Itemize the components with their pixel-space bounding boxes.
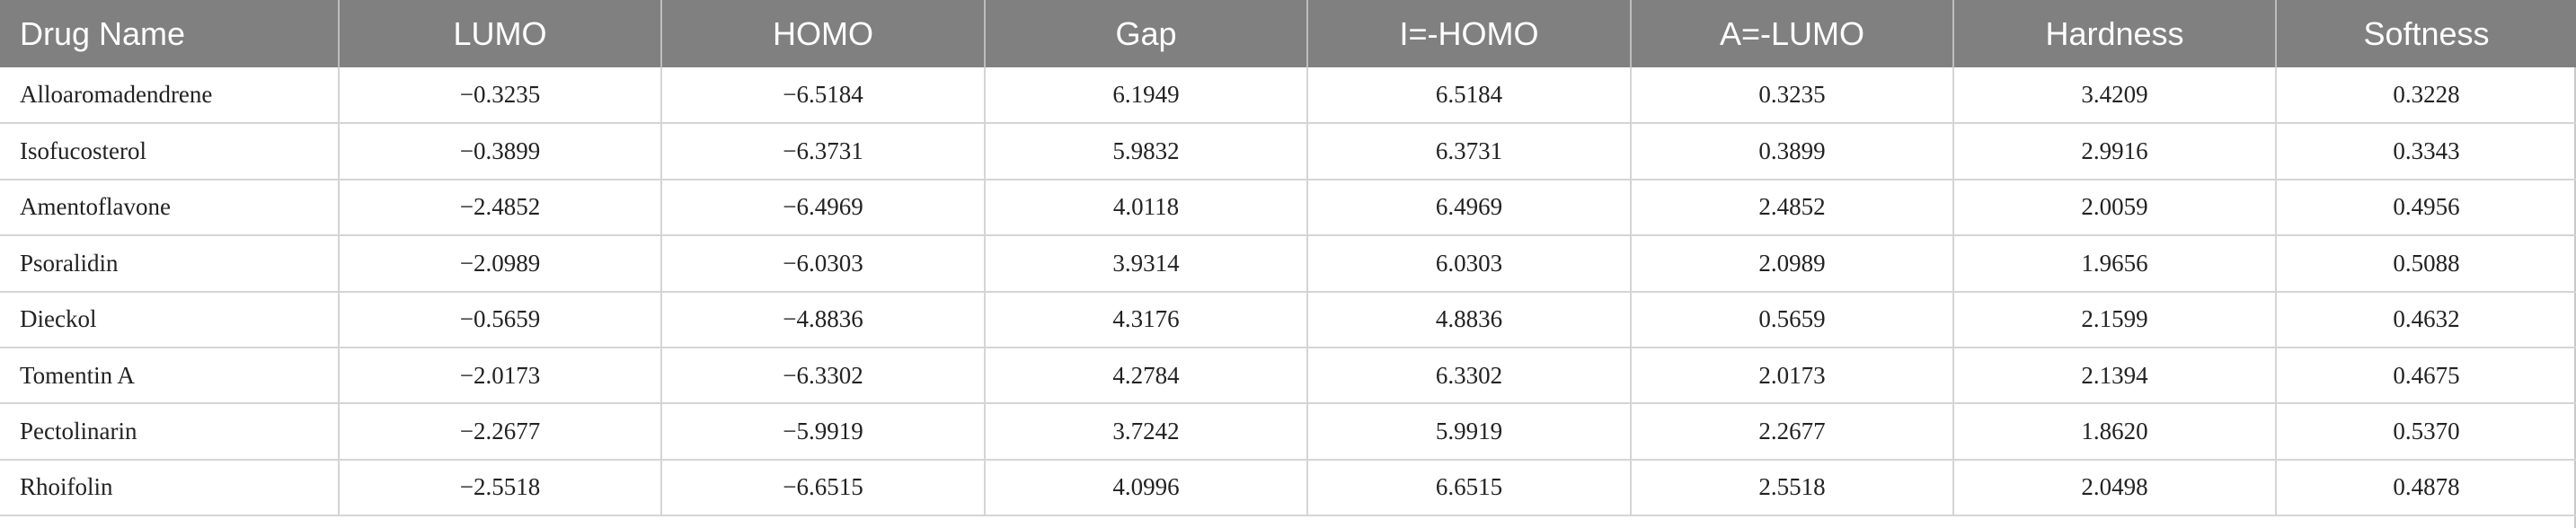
column-header-lumo: LUMO (339, 0, 662, 67)
column-header-softness: Softness (2363, 14, 2490, 52)
cell-drug-name: Amentoflavone (0, 179, 340, 236)
cell-lumo: −0.3235 (339, 67, 662, 124)
cell-homo: −6.6515 (661, 459, 986, 516)
cell-gap: 3.7242 (985, 403, 1308, 460)
cell-affinity: 2.5518 (1631, 459, 1954, 516)
cell-affinity: 2.2677 (1631, 403, 1954, 460)
cell-homo: −6.0303 (661, 235, 986, 292)
column-header-hardness: Hardness (1953, 0, 2277, 67)
cell-lumo: −0.3899 (339, 123, 662, 180)
cell-hardness: 2.9916 (1953, 123, 2277, 180)
cell-hardness: 2.0059 (1953, 179, 2277, 236)
cell-homo: −6.5184 (661, 67, 986, 124)
cell-ionization: 6.3731 (1307, 123, 1632, 180)
cell-gap: 6.1949 (985, 67, 1308, 124)
cell-affinity: 2.4852 (1631, 179, 1954, 236)
table-row: Isofucosterol −0.3899 −6.3731 5.9832 6.3731 0… (0, 123, 2576, 180)
cell-ionization: 6.0303 (1307, 235, 1632, 292)
column-header-ionization: I=-HOMO (1307, 0, 1632, 67)
table-row: Tomentin A −2.0173 −6.3302 4.2784 6.3302 2.01… (0, 347, 2576, 404)
cell-ionization: 5.9919 (1307, 403, 1632, 460)
cell-softness: 0.4675 (2393, 361, 2460, 389)
header-row: Drug Name LUMO HOMO Gap I=-HOMO A=-LUMO … (0, 0, 2576, 67)
cell-hardness: 1.9656 (1953, 235, 2277, 292)
cell-hardness: 2.0498 (1953, 459, 2277, 516)
cell-affinity: 0.5659 (1631, 291, 1954, 348)
cell-hardness: 1.8620 (1953, 403, 2277, 460)
cell-gap: 4.0996 (985, 459, 1308, 516)
table-row: Pectolinarin −2.2677 −5.9919 3.7242 5.9919 2.… (0, 403, 2576, 460)
cell-ionization: 6.5184 (1307, 67, 1632, 124)
cell-drug-name: Dieckol (0, 291, 340, 348)
table-row: Alloaromadendrene −0.3235 −6.5184 6.1949 6.5… (0, 67, 2576, 124)
cell-affinity: 2.0173 (1631, 347, 1954, 404)
cell-softness: 0.4878 (2393, 473, 2460, 501)
table-header: Drug Name LUMO HOMO Gap I=-HOMO A=-LUMO … (0, 0, 2576, 67)
cell-lumo: −2.0989 (339, 235, 662, 292)
cell-hardness: 2.1599 (1953, 291, 2277, 348)
cell-ionization: 6.3302 (1307, 347, 1632, 404)
cell-affinity: 0.3235 (1631, 67, 1954, 124)
cell-drug-name: Psoralidin (0, 235, 340, 292)
cell-homo: −6.3731 (661, 123, 986, 180)
cell-drug-name: Pectolinarin (0, 403, 340, 460)
cell-homo: −6.3302 (661, 347, 986, 404)
cell-gap: 4.3176 (985, 291, 1308, 348)
cell-gap: 4.0118 (985, 179, 1308, 236)
cell-hardness: 3.4209 (1953, 67, 2277, 124)
drug-properties-table: Drug Name LUMO HOMO Gap I=-HOMO A=-LUMO … (0, 0, 2576, 516)
cell-homo: −6.4969 (661, 179, 986, 236)
cell-affinity: 0.3899 (1631, 123, 1954, 180)
cell-drug-name: Alloaromadendrene (0, 67, 340, 124)
cell-hardness: 2.1394 (1953, 347, 2277, 404)
cell-gap: 4.2784 (985, 347, 1308, 404)
cell-ionization: 6.6515 (1307, 459, 1632, 516)
cell-lumo: −2.0173 (339, 347, 662, 404)
cell-softness: 0.5370 (2393, 418, 2460, 445)
table-row: Amentoflavone −2.4852 −6.4969 4.0118 6.4969 2… (0, 179, 2576, 236)
cell-ionization: 4.8836 (1307, 291, 1632, 348)
column-header-affinity: A=-LUMO (1631, 0, 1954, 67)
table-body: Alloaromadendrene −0.3235 −6.5184 6.1949 6.5… (0, 67, 2576, 516)
column-header-drug-name: Drug Name (0, 0, 340, 67)
cell-softness: 0.4956 (2393, 193, 2460, 221)
cell-affinity: 2.0989 (1631, 235, 1954, 292)
cell-gap: 3.9314 (985, 235, 1308, 292)
column-header-homo: HOMO (661, 0, 986, 67)
cell-drug-name: Rhoifolin (0, 459, 340, 516)
cell-softness: 0.5088 (2393, 249, 2460, 277)
table-row: Psoralidin −2.0989 −6.0303 3.9314 6.0303 2.09… (0, 235, 2576, 292)
cell-gap: 5.9832 (985, 123, 1308, 180)
cell-lumo: −0.5659 (339, 291, 662, 348)
cell-drug-name: Tomentin A (0, 347, 340, 404)
cell-lumo: −2.4852 (339, 179, 662, 236)
table-row: Dieckol −0.5659 −4.8836 4.3176 4.8836 0.5659 2… (0, 291, 2576, 348)
cell-lumo: −2.5518 (339, 459, 662, 516)
cell-softness: 0.4632 (2393, 305, 2460, 333)
cell-homo: −5.9919 (661, 403, 986, 460)
cell-homo: −4.8836 (661, 291, 986, 348)
table-row: Rhoifolin −2.5518 −6.6515 4.0996 6.6515 2.551… (0, 459, 2576, 516)
cell-ionization: 6.4969 (1307, 179, 1632, 236)
column-header-gap: Gap (985, 0, 1308, 67)
cell-lumo: −2.2677 (339, 403, 662, 460)
cell-drug-name: Isofucosterol (0, 123, 340, 180)
cell-softness: 0.3228 (2393, 81, 2460, 109)
cell-softness: 0.3343 (2393, 137, 2460, 165)
